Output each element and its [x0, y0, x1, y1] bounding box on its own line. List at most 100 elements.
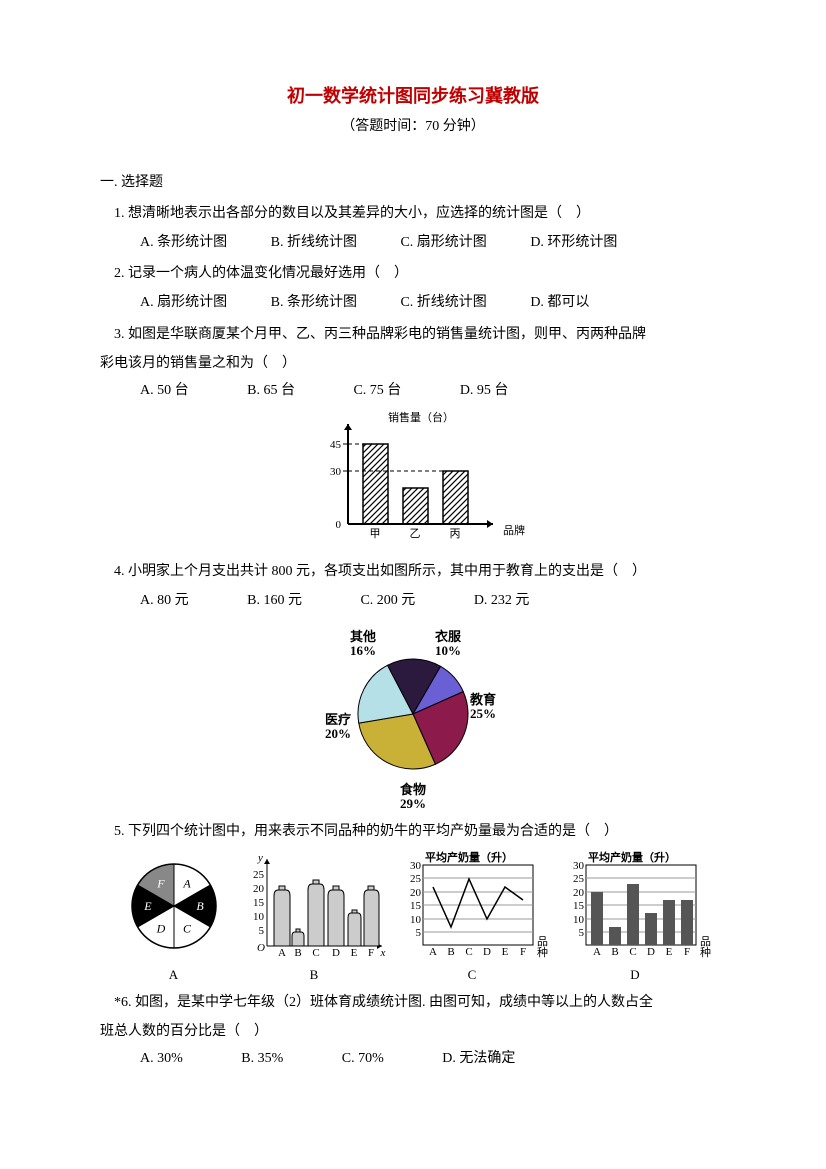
svg-text:5: 5	[258, 925, 264, 937]
q5-label-b: B	[242, 963, 387, 986]
svg-text:E: E	[350, 947, 357, 959]
svg-text:衣服: 衣服	[435, 629, 462, 644]
q3-text-line1: 3. 如图是华联商厦某个月甲、乙、丙三种品牌彩电的销售量统计图，则甲、丙两种品牌	[114, 322, 726, 347]
q5-charts-row: ABCDEF A y 510 1520 25 O	[100, 851, 726, 986]
svg-text:B: B	[447, 946, 454, 958]
q5-text: 5. 下列四个统计图中，用来表示不同品种的奶牛的平均产奶量最为合适的是（ ）	[114, 819, 726, 844]
svg-text:16%: 16%	[350, 643, 376, 658]
svg-text:C: C	[629, 946, 636, 958]
svg-text:10%: 10%	[435, 643, 461, 658]
svg-text:F: F	[683, 946, 689, 958]
svg-text:销售量（台）: 销售量（台）	[388, 410, 454, 424]
svg-text:25%: 25%	[470, 706, 496, 721]
svg-text:30: 30	[410, 860, 422, 872]
svg-text:E: E	[665, 946, 672, 958]
q5-chart-c: 平均产奶量（升） 510 1520 2530 AB CD EF 品 种	[395, 851, 550, 986]
svg-text:30: 30	[573, 860, 585, 872]
q3-option-c: C. 75 台	[353, 378, 401, 403]
svg-text:平均产奶量（升）: 平均产奶量（升）	[425, 851, 513, 864]
q6-option-b: B. 35%	[241, 1046, 283, 1071]
svg-text:D: D	[647, 946, 655, 958]
svg-text:E: E	[143, 899, 152, 913]
svg-text:20: 20	[573, 887, 585, 899]
svg-text:C: C	[312, 947, 319, 959]
svg-text:25: 25	[253, 869, 265, 881]
svg-text:29%: 29%	[400, 796, 426, 809]
svg-text:种: 种	[700, 945, 711, 959]
q6-option-a: A. 30%	[140, 1046, 183, 1071]
section-heading: 一. 选择题	[100, 170, 726, 195]
page-title: 初一数学统计图同步练习冀教版	[100, 80, 726, 112]
svg-text:医疗: 医疗	[325, 712, 351, 727]
q4-text: 4. 小明家上个月支出共计 800 元，各项支出如图所示，其中用于教育上的支出是…	[114, 559, 726, 584]
svg-text:A: A	[278, 947, 286, 959]
q4-options: A. 80 元 B. 160 元 C. 200 元 D. 232 元	[140, 588, 726, 613]
q3-option-d: D. 95 台	[460, 378, 509, 403]
svg-text:丙: 丙	[450, 528, 461, 540]
svg-text:O: O	[257, 942, 265, 954]
svg-text:平均产奶量（升）: 平均产奶量（升）	[588, 851, 676, 864]
svg-text:10: 10	[410, 914, 422, 926]
svg-text:教育: 教育	[469, 692, 496, 707]
q1-option-d: D. 环形统计图	[530, 230, 617, 255]
q4-option-d: D. 232 元	[474, 588, 530, 613]
q2-option-b: B. 条形统计图	[271, 290, 357, 315]
svg-text:10: 10	[253, 911, 265, 923]
q5-chart-a: ABCDEF A	[114, 851, 234, 986]
svg-text:种: 种	[537, 945, 548, 959]
svg-text:C: C	[465, 946, 472, 958]
svg-text:C: C	[183, 921, 192, 935]
svg-text:15: 15	[253, 897, 265, 909]
q4-option-a: A. 80 元	[140, 588, 189, 613]
q5-chart-d: 平均产奶量（升） 510 1520 2530 A	[558, 851, 713, 986]
q3-option-a: A. 50 台	[140, 378, 189, 403]
q1-options: A. 条形统计图 B. 折线统计图 C. 扇形统计图 D. 环形统计图	[140, 230, 726, 255]
svg-text:F: F	[156, 876, 165, 890]
svg-text:5: 5	[578, 927, 584, 939]
svg-text:E: E	[501, 946, 508, 958]
svg-text:5: 5	[415, 927, 421, 939]
q2-option-c: C. 折线统计图	[400, 290, 486, 315]
q3-options: A. 50 台 B. 65 台 C. 75 台 D. 95 台	[140, 378, 726, 403]
svg-text:45: 45	[330, 439, 342, 451]
svg-text:D: D	[332, 947, 340, 959]
q5-label-c: C	[395, 963, 550, 986]
svg-text:15: 15	[573, 900, 585, 912]
svg-text:20: 20	[253, 883, 265, 895]
svg-text:A: A	[182, 876, 191, 890]
q6-option-c: C. 70%	[342, 1046, 384, 1071]
q2-option-d: D. 都可以	[530, 290, 589, 315]
svg-text:B: B	[611, 946, 618, 958]
svg-text:B: B	[294, 947, 301, 959]
svg-text:A: A	[429, 946, 437, 958]
svg-text:F: F	[519, 946, 525, 958]
q2-option-a: A. 扇形统计图	[140, 290, 227, 315]
svg-text:30: 30	[330, 466, 342, 478]
q6-text-line2: 班总人数的百分比是（ ）	[100, 1019, 726, 1044]
svg-text:20: 20	[410, 887, 422, 899]
svg-text:20%: 20%	[325, 726, 351, 741]
q1-option-b: B. 折线统计图	[271, 230, 357, 255]
svg-text:25: 25	[573, 873, 585, 885]
svg-text:0: 0	[336, 519, 342, 531]
q4-option-b: B. 160 元	[247, 588, 302, 613]
svg-text:D: D	[483, 946, 491, 958]
svg-text:10: 10	[573, 914, 585, 926]
q2-options: A. 扇形统计图 B. 条形统计图 C. 折线统计图 D. 都可以	[140, 290, 726, 315]
svg-text:A: A	[593, 946, 601, 958]
q5-label-d: D	[558, 963, 713, 986]
q4-option-c: C. 200 元	[360, 588, 415, 613]
svg-text:乙: 乙	[410, 527, 421, 540]
svg-text:食物: 食物	[400, 782, 426, 797]
q1-text: 1. 想清晰地表示出各部分的数目以及其差异的大小，应选择的统计图是（ ）	[114, 201, 726, 226]
q2-text: 2. 记录一个病人的体温变化情况最好选用（ ）	[114, 261, 726, 286]
svg-text:y: y	[257, 852, 263, 864]
q3-chart: 0 30 45 甲 乙 丙 品牌 销售量（台）	[100, 409, 726, 549]
q5-chart-b: y 5 10 15 20 25 O	[242, 851, 387, 986]
svg-text:D: D	[155, 921, 165, 935]
svg-text:F: F	[367, 947, 373, 959]
q6-option-d: D. 无法确定	[442, 1046, 515, 1071]
svg-text:15: 15	[410, 900, 422, 912]
q6-options: A. 30% B. 35% C. 70% D. 无法确定	[140, 1046, 726, 1071]
svg-text:x: x	[379, 947, 385, 959]
